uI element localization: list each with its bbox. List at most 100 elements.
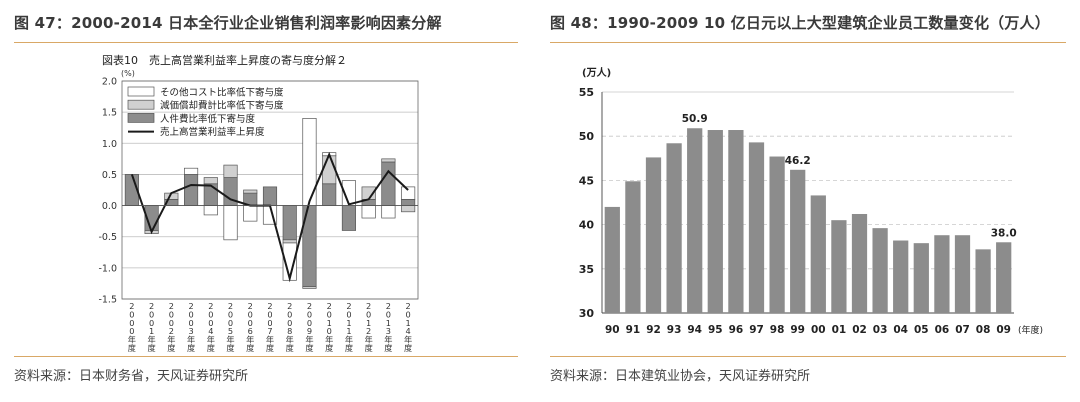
left-legend-label: 人件費比率低下寄与度 [160,113,256,125]
right-bar [934,235,950,313]
left-bar-segment [203,205,218,216]
left-y-tick-label: -0.5 [98,232,117,243]
right-x-tick-label: 06 [935,324,950,336]
left-x-tick-label: 2 0 1 0 年度 [325,301,333,353]
right-x-tick-label: 96 [729,324,744,336]
left-y-tick-label: 1.5 [102,108,117,119]
left-legend-swatch [127,86,155,97]
right-bar [893,240,909,313]
left-x-tick-label: 2 0 0 0 年度 [128,301,136,353]
right-bar [645,157,662,313]
left-legend-swatch [127,99,155,110]
right-y-tick-label: 55 [579,86,594,99]
left-figure-title: 图 47：2000-2014 日本全行业企业销售利润率影响因素分解 [14,14,442,32]
right-figure-title: 图 48：1990-2009 10 亿日元以上大型建筑企业员工数量变化（万人） [550,14,1050,32]
left-figure-panel: 图 47：2000-2014 日本全行业企业销售利润率影响因素分解 図表10 売… [0,0,518,402]
right-y-tick-label: 40 [579,219,595,232]
left-y-tick-label: 1.0 [102,139,117,150]
left-bar-segment [401,205,416,213]
right-bar [810,195,826,313]
right-x-tick-label: 01 [832,324,847,336]
left-bar-segment [262,186,278,206]
right-bar [707,130,723,313]
left-x-tick-label: 2 0 1 3 年度 [384,301,392,353]
right-x-tick-label: 98 [770,324,785,336]
right-x-tick-label: 91 [626,324,641,336]
left-legend-label: 減価償却費計比率低下寄与度 [160,100,284,112]
right-bar [687,128,703,313]
left-y-tick-label: 2.0 [102,77,117,88]
right-x-tick-label: 93 [667,324,682,336]
left-bar-segment [381,161,396,206]
left-bar-segment [184,174,199,206]
left-bar-segment [223,205,238,241]
left-plot-frame [121,80,419,300]
right-title-rule [550,42,1066,43]
left-x-tick-label: 2 0 0 4 年度 [207,301,215,353]
right-y-tick-label: 50 [579,130,595,143]
left-bar-segment [381,158,396,163]
right-bar [851,213,868,313]
right-bar [831,220,847,313]
left-bar-segment [341,205,356,231]
left-legend-swatch [127,113,155,123]
left-bar-segment [302,286,317,289]
right-bar [975,249,991,313]
right-x-tick-label: 04 [893,324,908,336]
left-bar-segment [184,167,199,175]
right-x-tick-label: 94 [687,324,702,336]
left-chart-title: 図表10 売上高営業利益率上昇度の寄与度分解２ [102,53,347,67]
left-x-tick-label: 2 0 0 7 年度 [266,301,274,353]
right-x-unit-label: (年度) [1018,324,1043,336]
right-bar [728,130,744,313]
left-y-tick-label: 0.0 [102,201,117,212]
right-bar [872,228,888,313]
left-chart: 図表10 売上高営業利益率上昇度の寄与度分解２ (%) 2.0 1.5 1.0 0.5 0.… [98,53,419,353]
left-x-tick-label: 2 0 0 8 年度 [286,301,294,353]
left-title-rule [14,42,518,43]
left-source: 资料来源：日本财务省，天风证券研究所 [14,369,249,384]
left-bar-segment [282,205,297,241]
left-bar-segment [243,205,258,222]
left-bar-segment [381,205,396,219]
right-x-tick-label: 08 [976,324,991,336]
left-x-tick-label: 2 0 1 4 年度 [404,301,412,353]
left-bar-segment [203,183,218,206]
right-bar [625,181,641,313]
left-y-tick-label: -1.0 [98,263,117,274]
left-legend-label: その他コスト比率低下寄与度 [160,87,284,99]
right-x-tick-label: 97 [749,324,764,336]
right-bar [913,243,929,313]
left-x-tick-label: 2 0 0 1 年度 [147,301,155,353]
left-bar-segment [401,198,416,206]
left-bar-segment [322,183,337,206]
left-x-tick-label: 2 0 0 9 年度 [305,301,313,353]
left-x-tick-label: 2 0 0 5 年度 [226,301,234,353]
right-bar [954,235,971,313]
right-bar [769,156,785,313]
right-x-tick-label: 90 [605,324,620,336]
right-bar [604,206,620,313]
left-x-tick-label: 2 0 0 2 年度 [167,301,175,353]
left-bar-segment [282,239,297,244]
left-x-tick-label: 2 0 0 3 年度 [187,301,195,353]
right-x-tick-label: 02 [852,324,867,336]
left-x-tick-label: 2 0 0 6 年度 [246,301,254,353]
right-x-tick-label: 92 [646,324,661,336]
left-bar-segment [243,189,258,194]
right-data-label: 46.2 [785,155,811,167]
right-y-tick-label: 35 [579,263,594,276]
left-bar-segment [361,205,376,219]
left-bar-segment [322,155,337,185]
right-source-rule [550,356,1066,357]
right-x-tick-label: 07 [955,324,970,336]
right-y-tick-label: 30 [579,307,595,320]
right-bar [666,143,682,313]
right-x-tick-label: 05 [914,324,929,336]
left-y-tick-label: 0.5 [102,170,117,181]
right-y-unit-label: (万人) [582,66,611,79]
left-legend-label: 売上高営業利益率上昇度 [160,126,265,138]
left-bar-segment [223,164,238,178]
left-bar-segment [203,177,218,185]
right-source: 资料来源：日本建筑业协会，天风证券研究所 [550,369,811,384]
